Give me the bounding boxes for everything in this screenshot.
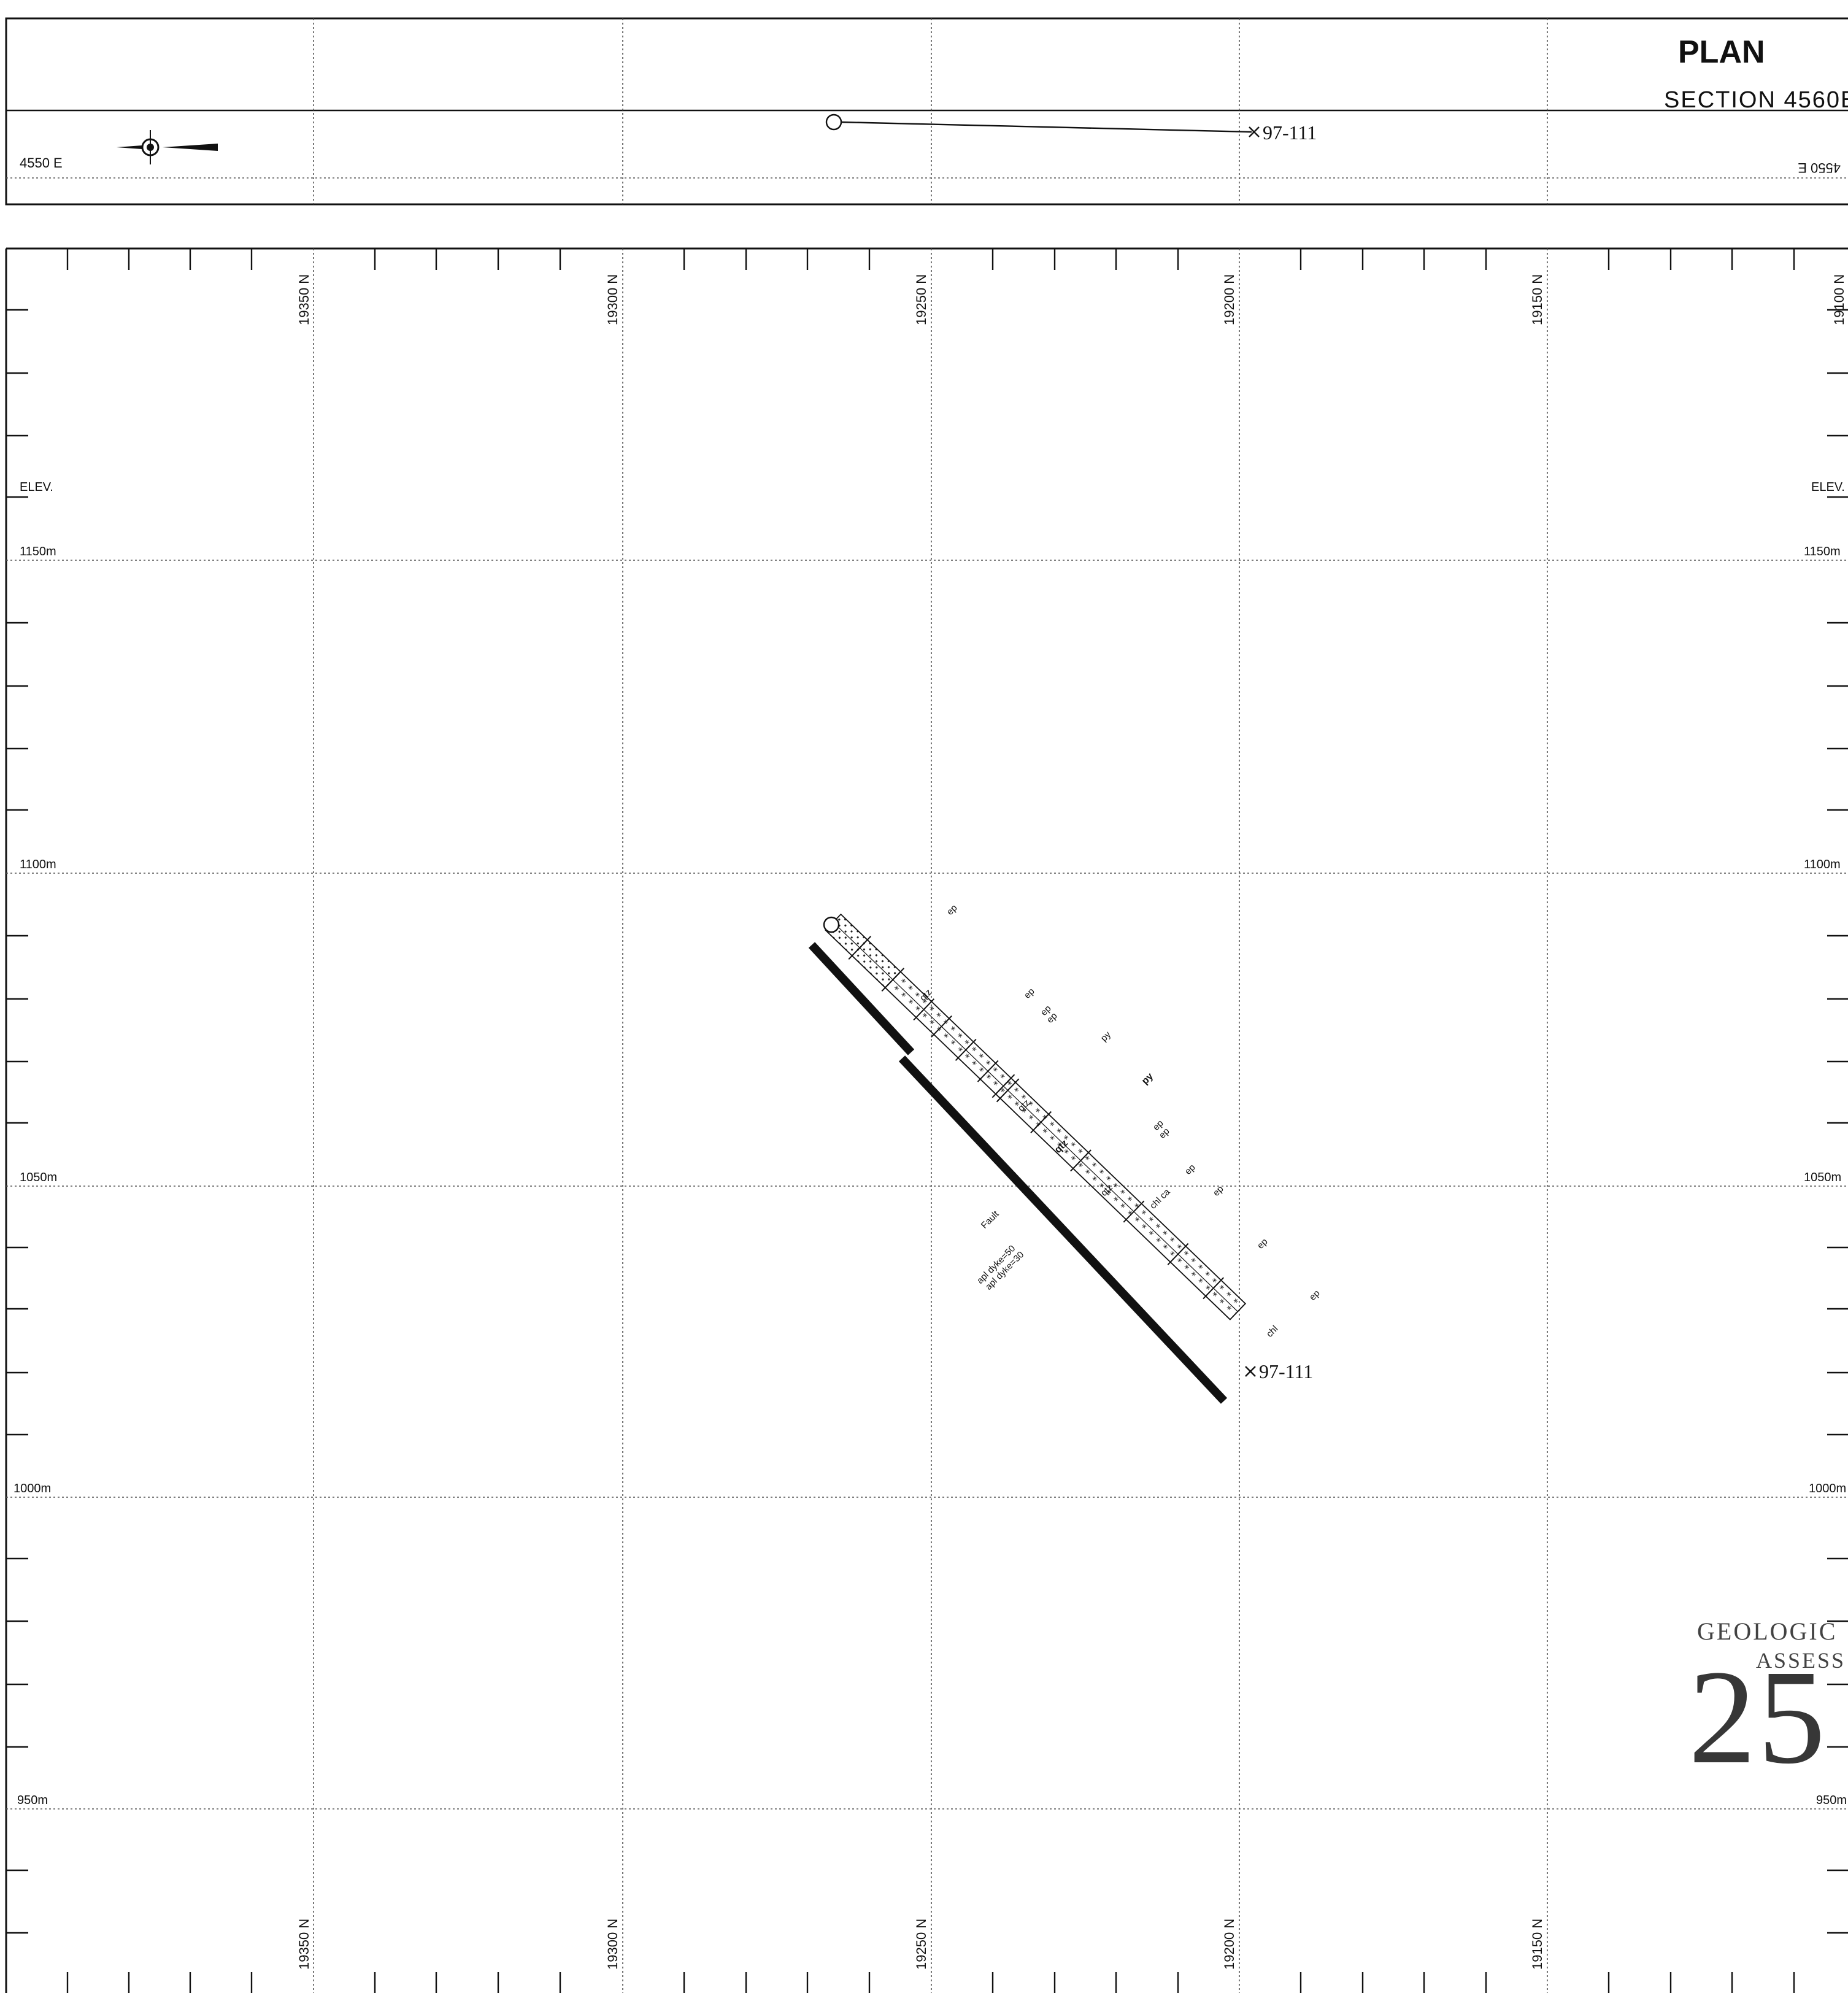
northing-label: 19150 N — [1530, 1919, 1545, 1970]
stamp-line-1: GEOLOGIC — [1697, 1617, 1837, 1645]
elevation-label: 1050m — [20, 1171, 57, 1184]
assessment-stamp: GEOLOGIC ASSESS 25 — [1688, 1617, 1846, 1792]
elev-header-right: ELEV. — [1811, 480, 1845, 494]
easting-label-left: 4550 E — [20, 155, 63, 171]
elevation-label: 1000m — [1809, 1482, 1846, 1495]
northing-labels-top: 19350 N 19300 N 19250 N 19200 N 19150 N … — [296, 274, 1847, 325]
plan-frame — [5, 17, 1848, 206]
elevation-label: 1100m — [1804, 858, 1841, 871]
northing-label: 19350 N — [296, 274, 312, 325]
elevation-label: 1150m — [1804, 545, 1841, 558]
collar-icon — [825, 114, 842, 131]
top-ticks — [66, 249, 1795, 270]
stamp-number: 25 — [1688, 1642, 1827, 1792]
left-ticks — [6, 309, 28, 1934]
annotation-chl: chl — [1265, 1324, 1280, 1340]
annotation-ep: ep — [945, 903, 960, 917]
easting-label-right: 4550 E — [1798, 160, 1841, 175]
northing-label: 19250 N — [914, 1919, 929, 1970]
plan-gridlines — [313, 18, 1548, 204]
annotation-ep: ep — [1307, 1288, 1322, 1303]
hole-end-icon — [1245, 1366, 1256, 1377]
elev-header-left: ELEV. — [20, 480, 53, 494]
northing-label: 19100 N — [1831, 274, 1847, 325]
section-panel: 19350 N 19300 N 19250 N 19200 N 19150 N … — [5, 247, 1848, 1993]
northing-label: 19150 N — [1530, 274, 1545, 325]
structure-bar-lower — [898, 1055, 1228, 1404]
northing-label: 19200 N — [1222, 274, 1237, 325]
northing-label: 19350 N — [296, 1919, 312, 1970]
annotation-chl-ca: chl ca — [1148, 1187, 1172, 1211]
structure-bar-upper — [808, 942, 915, 1055]
northing-label: 19300 N — [605, 1919, 620, 1970]
plan-panel: PLAN SECTION 4560E 4550 E 4550 E 97-111 — [5, 17, 1848, 206]
northing-label: 19250 N — [914, 274, 929, 325]
elevation-label: 1100m — [20, 858, 56, 871]
stamp-line-2: ASSESS — [1756, 1648, 1846, 1673]
log-annotations: ep ep ep ep py py ep ep chl ca ep ep ep … — [918, 903, 1322, 1340]
annotation-py: py — [1099, 1029, 1114, 1044]
drill-hole-section: 97-111 ep ep ep ep py py ep ep chl ca ep… — [808, 903, 1322, 1404]
elevation-label: 950m — [1816, 1794, 1847, 1807]
northing-label: 19200 N — [1222, 1919, 1237, 1970]
annotation-ep: ep — [1183, 1162, 1198, 1177]
elevation-label: 1000m — [13, 1482, 51, 1495]
annotation-py: py — [1140, 1071, 1155, 1087]
annotation-ep: ep — [1255, 1236, 1270, 1251]
bottom-ticks — [66, 1972, 1795, 1993]
northing-label: 19300 N — [605, 274, 620, 325]
elevation-label: 1050m — [1804, 1171, 1841, 1184]
right-ticks — [1827, 309, 1848, 1934]
hole-end-icon — [1249, 126, 1260, 137]
north-arrow-icon — [117, 130, 218, 164]
annotation-ep: ep — [1022, 986, 1037, 1001]
elevation-label: 1150m — [20, 545, 56, 558]
section-label: SECTION 4560E — [1664, 87, 1848, 113]
plan-hole-label: 97-111 — [1263, 121, 1317, 144]
collar-icon — [823, 916, 840, 933]
plan-title: PLAN — [1678, 34, 1765, 70]
elevation-labels: ELEV. ELEV. 1150m 1100m 1050m 1000m 950m… — [13, 480, 1847, 1807]
elevation-label: 950m — [17, 1794, 48, 1807]
northing-labels-bottom: 19350 N 19300 N 19250 N 19200 N 19150 N — [296, 1919, 1545, 1970]
plan-hole-trace: 97-111 — [825, 114, 1317, 144]
northing-gridlines — [313, 249, 1548, 1993]
elevation-gridlines — [6, 560, 1848, 1810]
section-hole-label: 97-111 — [1259, 1360, 1313, 1382]
annotation-fault: Fault — [979, 1209, 1001, 1231]
